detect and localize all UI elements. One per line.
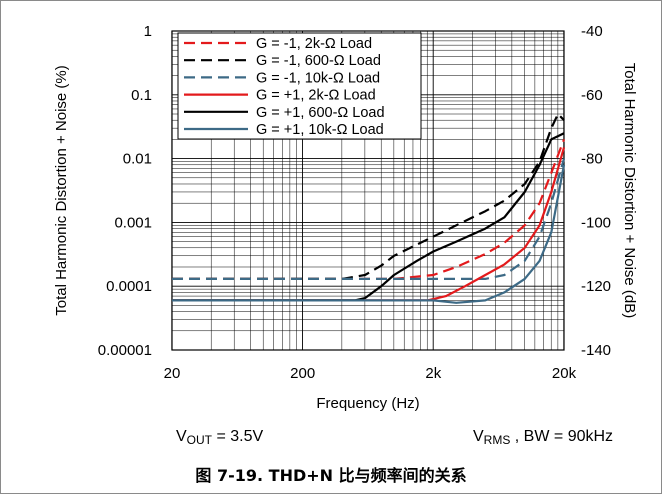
y-right-tick-label: -80: [581, 151, 603, 168]
vout-value: = 3.5V: [212, 428, 264, 445]
series-line-1: [172, 139, 566, 280]
vrms-annotation: VRMS , BW = 90kHz: [473, 428, 613, 447]
plot-frame: [171, 30, 565, 351]
x-tick-label: 20k: [552, 365, 577, 382]
x-tick-label: 2k: [425, 365, 441, 382]
series-lines: [172, 112, 566, 304]
y-left-tick-label: 0.001: [114, 214, 152, 231]
y-left-tick-label: 0.00001: [98, 342, 152, 359]
y-left-axis-title: Total Harmonic Distortion + Noise (%): [53, 65, 70, 316]
x-tick-label: 200: [290, 365, 315, 382]
legend-label-3: G = -1, 10k-Ω Load: [256, 70, 380, 86]
series-line-3: [172, 158, 566, 280]
series-line-4: [172, 147, 566, 302]
y-left-tick-label: 0.0001: [106, 278, 152, 295]
figure-caption: 图 7-19. THD+N 比与频率间的关系: [195, 466, 467, 485]
y-right-tick-label: -60: [581, 87, 603, 104]
y-right-tick-label: -120: [581, 278, 611, 295]
legend-label-2: G = -1, 600-Ω Load: [256, 53, 381, 69]
y-left-tick-label: 0.01: [123, 151, 152, 168]
y-right-tick-label: -140: [581, 342, 611, 359]
y-right-tick-label: -40: [581, 23, 603, 40]
legend-label-6: G = +1, 10k-Ω Load: [256, 122, 384, 138]
vrms-symbol: V: [473, 428, 484, 445]
y-left-tick-label: 0.1: [131, 87, 152, 104]
vrms-value: , BW = 90kHz: [510, 428, 614, 445]
y-right-axis-title: Total Harmonic Distortion + Noise (dB): [621, 63, 638, 319]
vrms-subscript: RMS: [483, 433, 511, 447]
x-tick-label: 20: [164, 365, 181, 382]
legend-label-4: G = +1, 2k-Ω Load: [256, 88, 376, 104]
vout-annotation: VOUT = 3.5V: [176, 428, 263, 447]
x-axis-title: Frequency (Hz): [316, 395, 419, 412]
vout-symbol: V: [176, 428, 187, 445]
series-line-6: [172, 164, 566, 304]
vout-subscript: OUT: [186, 433, 213, 447]
legend-label-5: G = +1, 600-Ω Load: [256, 105, 385, 121]
y-right-tick-label: -100: [581, 214, 611, 231]
legend-label-1: G = -1, 2k-Ω Load: [256, 36, 372, 52]
legend-box: [177, 32, 422, 140]
y-left-tick-label: 1: [144, 23, 152, 40]
